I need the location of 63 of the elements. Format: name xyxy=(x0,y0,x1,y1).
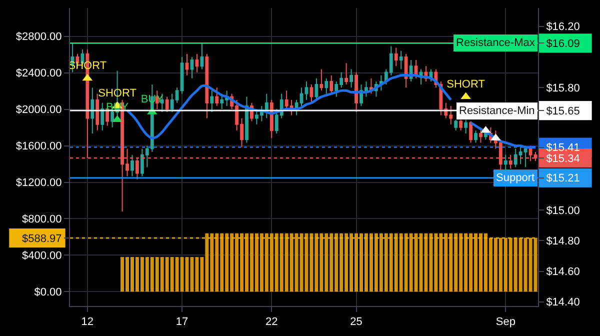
y2-tick-label: $16.20 xyxy=(546,21,580,34)
candlestick xyxy=(330,74,334,94)
candlestick xyxy=(474,130,478,144)
candlestick xyxy=(90,87,94,134)
candlestick xyxy=(459,119,463,131)
candlestick xyxy=(185,53,189,76)
y2-tick-label: $15.65 xyxy=(546,105,580,118)
y2-tick-label: $15.34 xyxy=(546,152,580,165)
candlestick xyxy=(190,56,194,79)
candlestick xyxy=(130,154,134,177)
y-tick-label: $588.97 xyxy=(22,232,62,245)
y-tick-label: $1200.00 xyxy=(16,177,62,190)
candlestick xyxy=(96,93,100,131)
candlestick xyxy=(100,102,104,131)
candlestick xyxy=(314,78,318,100)
candlestick xyxy=(454,119,458,131)
y2-tick-label: $14.60 xyxy=(546,266,580,278)
candlestick xyxy=(195,53,199,73)
candlestick xyxy=(320,68,324,92)
candlestick xyxy=(464,119,468,134)
y2-tick-label: $15.21 xyxy=(546,172,580,185)
candlestick xyxy=(200,42,204,70)
candlestick xyxy=(404,53,408,88)
candlestick xyxy=(245,96,248,144)
y-tick-label: $2800.00 xyxy=(16,31,62,44)
y2-tick-label: $15.00 xyxy=(546,204,580,217)
y-tick-label: $0.00 xyxy=(34,286,62,299)
y2-tick-label: $15.80 xyxy=(546,82,580,94)
y-tick-label: $400.00 xyxy=(22,250,62,262)
y2-tick-label: $14.80 xyxy=(546,236,580,248)
candlestick xyxy=(399,50,403,70)
y-tick-label: $2000.00 xyxy=(16,104,62,116)
candlestick xyxy=(324,78,328,94)
y-tick-label: $2400.00 xyxy=(16,68,62,80)
candlestick xyxy=(394,47,398,67)
y2-tick-label: $15.41 xyxy=(546,142,580,154)
candlestick xyxy=(210,90,214,113)
x-tick-label: 12 xyxy=(81,316,94,328)
candlestick xyxy=(205,53,209,119)
x-tick-label: 17 xyxy=(176,316,188,328)
ref-line-label: Resistance-Min xyxy=(459,105,535,117)
candlestick xyxy=(419,68,423,86)
candlestick xyxy=(344,62,348,86)
y2-tick-label: $16.09 xyxy=(546,38,580,50)
x-tick-label: 22 xyxy=(266,316,278,328)
y2-tick-label: $14.40 xyxy=(546,296,580,309)
ref-line-label: Support xyxy=(496,172,535,184)
candlestick xyxy=(354,72,358,113)
candlestick xyxy=(304,80,308,100)
candlestick xyxy=(165,96,169,113)
candlestick xyxy=(310,84,314,104)
x-tick-label: 25 xyxy=(350,316,362,328)
y-tick-label: $1600.00 xyxy=(16,140,62,153)
candlestick xyxy=(215,87,219,106)
ref-line-label: Resistance-Max xyxy=(456,37,536,49)
candlestick xyxy=(479,130,482,144)
y-tick-label: $800.00 xyxy=(22,214,62,226)
data-label: SHORT xyxy=(446,78,486,90)
point xyxy=(480,126,491,133)
candlestick xyxy=(504,154,508,171)
x-tick-label: Sep xyxy=(496,316,516,328)
candlestick xyxy=(350,68,354,88)
candlestick xyxy=(469,120,473,144)
